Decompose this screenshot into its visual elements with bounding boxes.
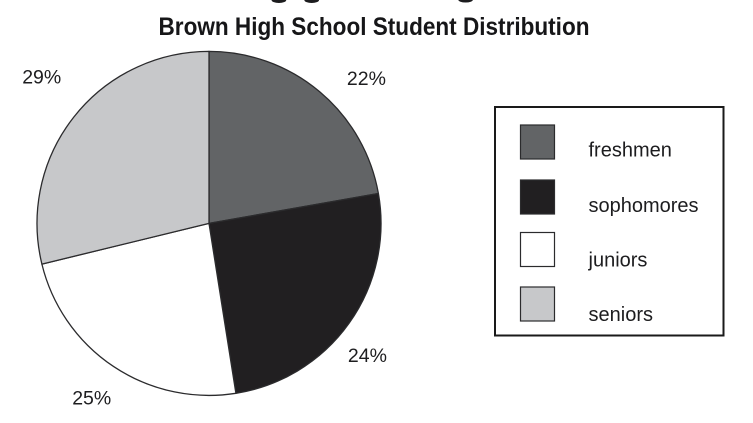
svg-text:25%: 25% — [72, 388, 111, 410]
svg-text:juniors: juniors — [588, 250, 648, 272]
svg-text:seniors: seniors — [589, 304, 653, 326]
svg-text:sophomores: sophomores — [589, 195, 699, 217]
svg-text:22%: 22% — [347, 68, 386, 90]
svg-text:freshmen: freshmen — [589, 140, 672, 162]
svg-text:29%: 29% — [22, 66, 61, 88]
svg-text:24%: 24% — [348, 345, 387, 367]
svg-text:Brown High School Student Dist: Brown High School Student Distribution — [159, 13, 590, 41]
